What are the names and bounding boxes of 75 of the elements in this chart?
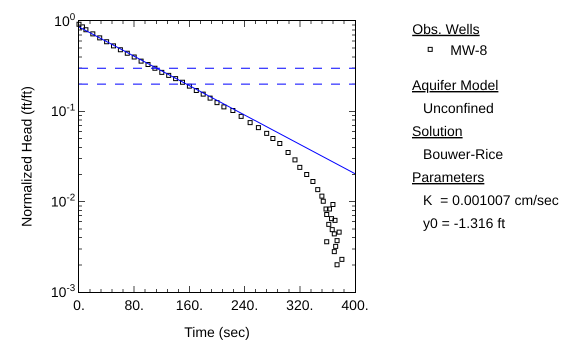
point: [132, 54, 137, 60]
text: Parameters: [412, 169, 484, 185]
point: [194, 88, 199, 94]
point: [214, 100, 220, 106]
point: [118, 47, 123, 52]
point: [264, 130, 270, 136]
point: [324, 212, 330, 218]
y-tick-label: 10$^{-2}$: [50, 192, 76, 210]
point: [166, 72, 172, 78]
y-axis-title: Normalized Head (ft/ft): [18, 86, 35, 227]
y-tick-label: 10$^{-3}$: [50, 283, 76, 300]
text: Unconfined: [423, 100, 494, 116]
point: [329, 216, 334, 222]
point: [320, 198, 326, 204]
point: [297, 164, 302, 170]
point: [200, 92, 206, 97]
point: [332, 249, 337, 254]
point: [152, 66, 158, 71]
x-tick-label: 80.: [124, 296, 144, 313]
point: [159, 70, 164, 75]
point: [230, 108, 236, 114]
point: [326, 222, 332, 227]
legend-title: Obs. Wells: [412, 20, 480, 37]
point: [333, 244, 338, 249]
point: [138, 58, 144, 64]
point: [292, 157, 298, 162]
y-tick-label: 10$^{-1}$: [50, 102, 76, 120]
point: [330, 227, 335, 232]
text: Solution: [412, 123, 463, 139]
point: [334, 238, 340, 244]
point: [339, 256, 344, 262]
point: [277, 141, 282, 146]
x-tick-label: 160.: [176, 296, 204, 313]
text: y0 = -1.316 ft: [423, 215, 506, 231]
point: [208, 96, 213, 101]
point: [76, 22, 82, 27]
point: [111, 43, 116, 48]
point: [97, 35, 102, 40]
legend-label: MW-8: [450, 42, 488, 58]
point: [83, 27, 88, 32]
x-tick-label: 400.: [341, 296, 369, 313]
point: [324, 239, 330, 244]
point: [319, 194, 324, 199]
point: [336, 230, 342, 235]
point: [324, 206, 329, 212]
point: [221, 104, 226, 110]
point: [180, 80, 185, 85]
point: [238, 114, 244, 119]
point: [326, 206, 332, 212]
y-tick-label: 10$^{0}$: [54, 12, 76, 29]
point: [334, 262, 340, 268]
x-axis-title: Time (sec): [184, 324, 250, 340]
point: [146, 62, 150, 67]
x-tick-label: 0.: [73, 296, 85, 313]
text: Aquifer Model: [412, 77, 498, 93]
point: [124, 50, 130, 56]
point: [173, 76, 178, 82]
point: [304, 172, 310, 177]
point: [332, 218, 338, 223]
point: [256, 125, 261, 130]
text: K = 0.001007 cm/sec: [423, 192, 559, 208]
point: [80, 24, 85, 30]
x-tick-label: 320.: [286, 296, 314, 313]
point: [104, 39, 110, 44]
point: [315, 187, 320, 192]
point: [90, 31, 96, 36]
point: [270, 136, 276, 142]
point: [248, 120, 253, 126]
point: [186, 84, 192, 89]
x-tick-label: 240.: [230, 296, 258, 313]
point: [330, 202, 336, 208]
text: Bouwer-Rice: [423, 146, 504, 162]
point: [286, 150, 291, 156]
point: [332, 231, 337, 236]
point: [310, 179, 316, 184]
